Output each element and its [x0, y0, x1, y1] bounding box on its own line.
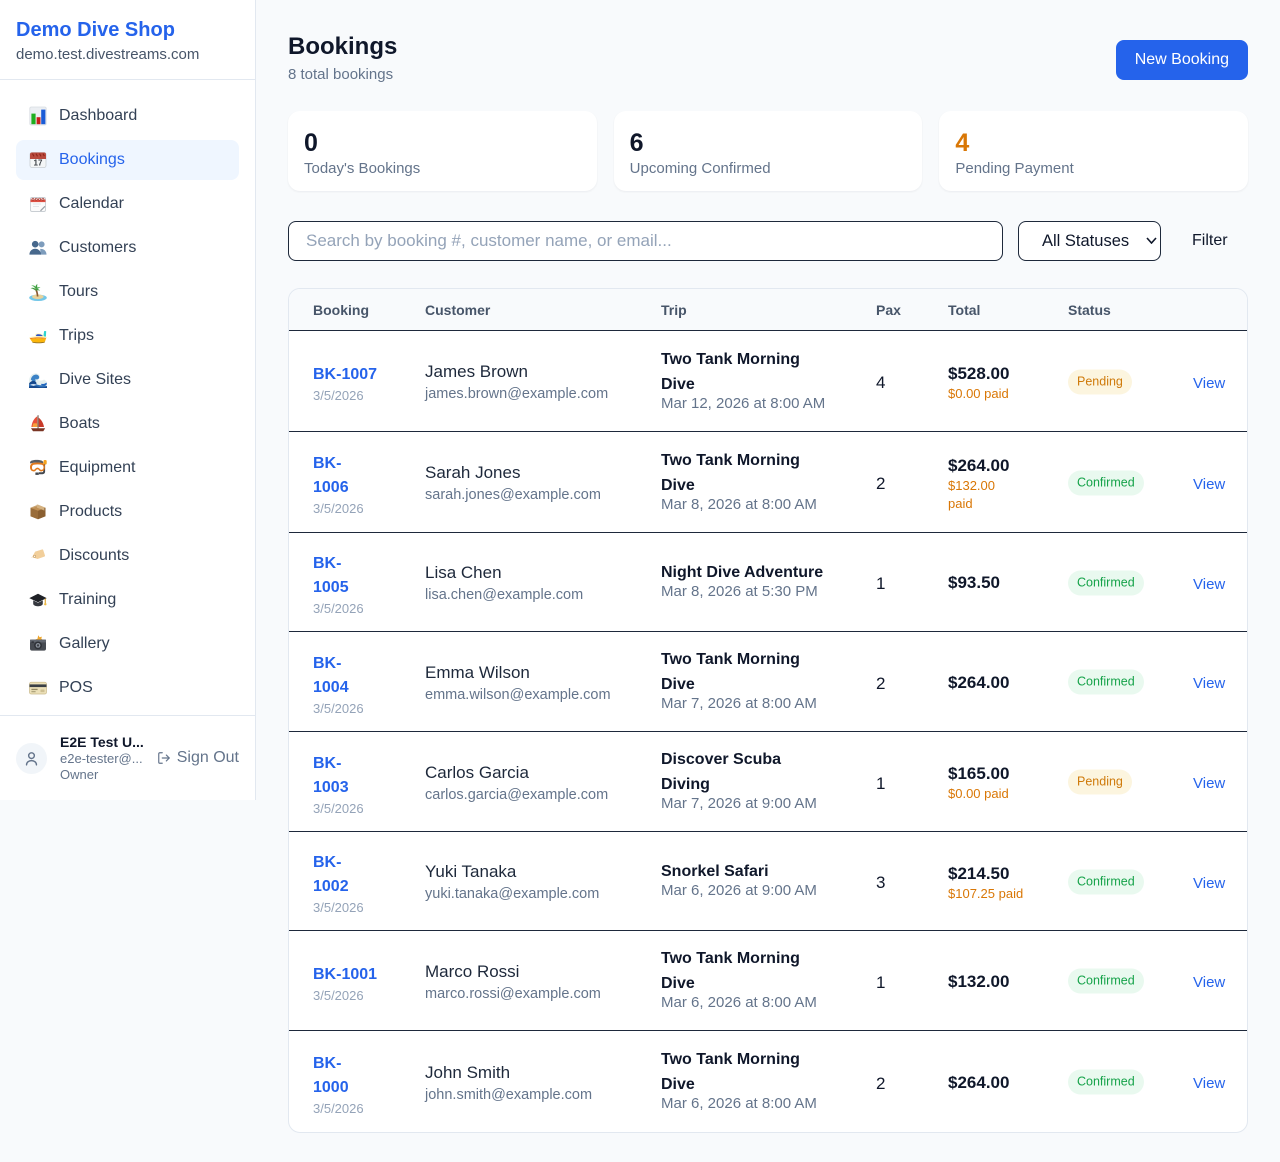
svg-text:17: 17	[34, 159, 43, 168]
